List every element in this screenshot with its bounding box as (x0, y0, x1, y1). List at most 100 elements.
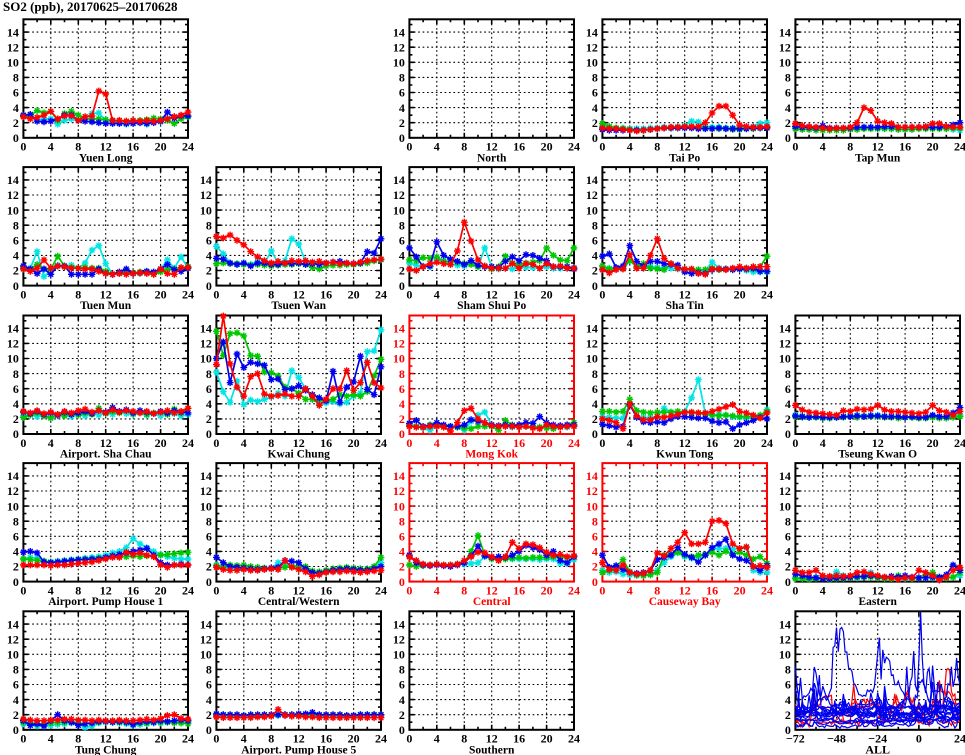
svg-text:6: 6 (785, 678, 791, 692)
svg-text:0: 0 (599, 140, 605, 154)
svg-text:2: 2 (592, 116, 598, 130)
svg-text:2: 2 (206, 264, 212, 278)
svg-text:16: 16 (127, 583, 139, 597)
svg-text:0: 0 (13, 723, 19, 737)
svg-text:14: 14 (779, 25, 791, 39)
svg-text:12: 12 (779, 337, 791, 351)
svg-text:24: 24 (568, 287, 580, 301)
svg-text:8: 8 (13, 514, 19, 528)
svg-text:2: 2 (592, 264, 598, 278)
svg-text:Central: Central (473, 596, 511, 608)
svg-text:0: 0 (406, 140, 412, 154)
svg-text:8: 8 (785, 514, 791, 528)
svg-text:14: 14 (779, 617, 791, 631)
svg-text:0: 0 (599, 287, 605, 301)
svg-text:2: 2 (206, 560, 212, 574)
svg-text:10: 10 (586, 499, 598, 513)
svg-text:Sham Shui Po: Sham Shui Po (457, 300, 526, 312)
svg-text:8: 8 (847, 583, 853, 597)
svg-text:12: 12 (200, 188, 212, 202)
svg-text:0: 0 (399, 131, 405, 145)
svg-text:24: 24 (568, 436, 580, 450)
svg-text:0: 0 (592, 427, 598, 441)
svg-text:2: 2 (13, 412, 19, 426)
svg-text:6: 6 (399, 234, 405, 248)
svg-text:4: 4 (13, 545, 19, 559)
svg-text:20: 20 (734, 140, 746, 154)
svg-text:0: 0 (213, 583, 219, 597)
svg-text:14: 14 (586, 25, 598, 39)
svg-text:14: 14 (393, 322, 405, 336)
svg-text:Mong Kok: Mong Kok (465, 449, 518, 461)
svg-text:12: 12 (679, 287, 691, 301)
svg-text:12: 12 (7, 484, 19, 498)
svg-text:12: 12 (7, 337, 19, 351)
svg-text:Tai Po: Tai Po (669, 152, 700, 164)
svg-text:−72: −72 (786, 732, 805, 746)
svg-text:14: 14 (393, 25, 405, 39)
svg-text:Tsuen Wan: Tsuen Wan (271, 300, 326, 312)
svg-text:12: 12 (486, 140, 498, 154)
svg-text:0: 0 (213, 287, 219, 301)
svg-text:24: 24 (954, 436, 965, 450)
svg-text:4: 4 (48, 436, 54, 450)
svg-text:12: 12 (679, 436, 691, 450)
svg-text:Tap Mun: Tap Mun (855, 152, 901, 164)
svg-text:20: 20 (541, 732, 553, 746)
svg-text:6: 6 (785, 530, 791, 544)
svg-text:4: 4 (785, 101, 791, 115)
svg-text:6: 6 (592, 382, 598, 396)
svg-text:4: 4 (13, 249, 19, 263)
svg-text:0: 0 (592, 279, 598, 293)
svg-text:24: 24 (375, 287, 387, 301)
svg-text:14: 14 (200, 322, 212, 336)
svg-text:12: 12 (779, 40, 791, 54)
svg-text:2: 2 (592, 412, 598, 426)
svg-text:8: 8 (399, 663, 405, 677)
svg-text:12: 12 (7, 40, 19, 54)
svg-text:0: 0 (785, 575, 791, 589)
svg-text:12: 12 (100, 287, 112, 301)
svg-text:8: 8 (785, 71, 791, 85)
svg-text:16: 16 (899, 140, 911, 154)
svg-text:10: 10 (393, 203, 405, 217)
svg-text:6: 6 (592, 530, 598, 544)
svg-text:10: 10 (7, 352, 19, 366)
svg-text:14: 14 (779, 469, 791, 483)
svg-text:0: 0 (785, 723, 791, 737)
svg-text:10: 10 (7, 56, 19, 70)
svg-text:12: 12 (872, 583, 884, 597)
svg-text:6: 6 (785, 382, 791, 396)
svg-text:8: 8 (268, 732, 274, 746)
svg-text:4: 4 (627, 287, 633, 301)
svg-text:Airport. Sha Chau: Airport. Sha Chau (60, 449, 152, 461)
svg-text:12: 12 (393, 484, 405, 498)
svg-text:24: 24 (375, 583, 387, 597)
svg-text:16: 16 (899, 436, 911, 450)
svg-text:12: 12 (200, 632, 212, 646)
svg-text:4: 4 (627, 436, 633, 450)
svg-text:10: 10 (393, 56, 405, 70)
svg-text:20: 20 (155, 583, 167, 597)
svg-text:10: 10 (779, 648, 791, 662)
svg-text:4: 4 (241, 732, 247, 746)
svg-text:4: 4 (785, 397, 791, 411)
svg-text:10: 10 (7, 499, 19, 513)
svg-text:0: 0 (792, 140, 798, 154)
svg-text:8: 8 (206, 663, 212, 677)
svg-text:6: 6 (399, 530, 405, 544)
svg-text:14: 14 (7, 617, 19, 631)
svg-text:12: 12 (486, 732, 498, 746)
svg-text:24: 24 (375, 436, 387, 450)
svg-text:14: 14 (7, 469, 19, 483)
svg-text:14: 14 (586, 173, 598, 187)
svg-text:0: 0 (792, 436, 798, 450)
svg-text:10: 10 (393, 499, 405, 513)
svg-text:8: 8 (654, 436, 660, 450)
svg-text:Causeway Bay: Causeway Bay (649, 596, 721, 608)
svg-text:2: 2 (399, 116, 405, 130)
svg-text:24: 24 (761, 436, 773, 450)
svg-text:0: 0 (206, 279, 212, 293)
svg-text:0: 0 (20, 732, 26, 746)
svg-text:14: 14 (393, 173, 405, 187)
